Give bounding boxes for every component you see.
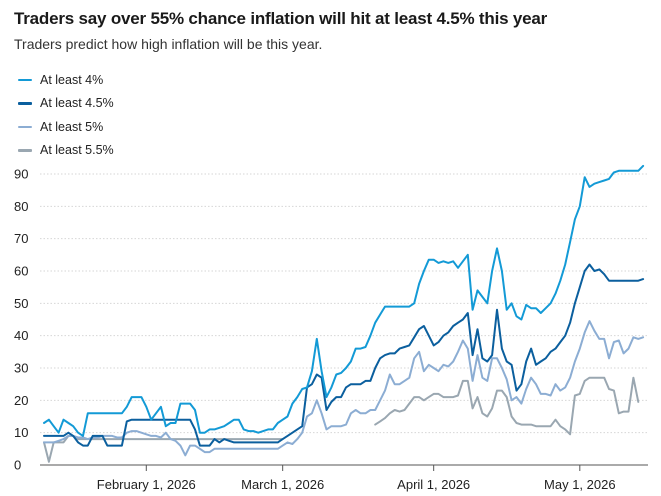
y-tick-label: 80 xyxy=(14,199,28,214)
series-line-at-least-4-5 xyxy=(43,263,645,447)
series-line-at-least-5-5 xyxy=(43,434,284,463)
y-tick-label: 50 xyxy=(14,296,28,311)
chart-title: Traders say over 55% chance inflation wi… xyxy=(14,9,548,28)
legend-label: At least 4.5% xyxy=(40,96,114,111)
legend-swatch xyxy=(18,125,32,128)
legend-label: At least 5% xyxy=(40,119,104,134)
legend-item-4-5: At least 4.5% xyxy=(18,92,114,116)
y-tick-label: 40 xyxy=(14,328,28,343)
series-line-at-least-5-5 xyxy=(374,376,640,436)
y-tick-label: 20 xyxy=(14,393,28,408)
legend-item-4: At least 4% xyxy=(18,68,114,92)
legend-label: At least 4% xyxy=(40,72,104,87)
legend-swatch xyxy=(18,78,32,81)
legend-swatch xyxy=(18,149,32,152)
series-line-at-least-5 xyxy=(43,320,645,457)
legend-swatch xyxy=(18,102,32,105)
chart-legend: At least 4% At least 4.5% At least 5% At… xyxy=(18,68,114,162)
y-tick-label: 60 xyxy=(14,264,28,279)
series-line-at-least-4 xyxy=(43,164,645,437)
chart-subtitle: Traders predict how high inflation will … xyxy=(14,36,323,52)
y-tick-label: 10 xyxy=(14,425,28,440)
y-tick-label: 0 xyxy=(14,458,21,473)
x-tick-label: May 1, 2026 xyxy=(544,477,616,492)
x-tick-label: February 1, 2026 xyxy=(97,477,196,492)
legend-item-5: At least 5% xyxy=(18,115,114,139)
x-tick-label: March 1, 2026 xyxy=(241,477,324,492)
y-tick-label: 70 xyxy=(14,231,28,246)
legend-label: At least 5.5% xyxy=(40,143,114,158)
legend-item-5-5: At least 5.5% xyxy=(18,139,114,163)
y-tick-label: 90 xyxy=(14,167,28,182)
y-tick-label: 30 xyxy=(14,361,28,376)
x-tick-label: April 1, 2026 xyxy=(397,477,470,492)
